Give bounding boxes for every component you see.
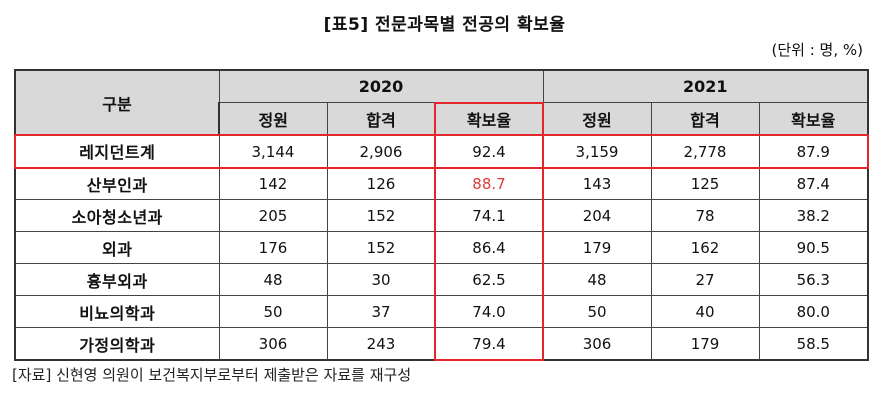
data-table: 구분 2020 2021 정원 합격 확보율 정원 합격 확보율 레지던트계 3,… [14,69,870,361]
row-label: 가정의학과 [14,327,220,361]
column-header: 확보율 [434,102,544,136]
table-cell: 176 [218,231,328,264]
header-row-years: 구분 2020 2021 [14,69,870,136]
table-body: 레지던트계 3,144 2,906 92.4 3,159 2,778 87.9 산부인과 142… [14,134,870,361]
table-cell: 2,906 [326,134,436,168]
table-cell: 2,778 [650,134,760,168]
table-cell: 3,159 [542,134,652,168]
table-cell: 27 [650,263,760,296]
table-cell: 162 [650,231,760,264]
table-cell: 3,144 [218,134,328,168]
table-cell: 87.4 [758,167,870,200]
table-cell: 205 [218,199,328,232]
table-cell: 243 [326,327,436,361]
table-row: 흉부외과 48 30 62.5 48 27 56.3 [14,263,870,296]
row-label: 비뇨의학과 [14,295,220,328]
table-cell: 48 [218,263,328,296]
table-cell: 30 [326,263,436,296]
table-cell: 126 [326,167,436,200]
table-row: 소아청소년과 205 152 74.1 204 78 38.2 [14,199,870,232]
table-cell: 152 [326,199,436,232]
row-label: 흉부외과 [14,263,220,296]
table-row: 가정의학과 306 243 79.4 306 179 58.5 [14,327,870,361]
table-cell: 152 [326,231,436,264]
table-cell: 88.7 [434,167,544,200]
table-cell: 204 [542,199,652,232]
column-header: 확보율 [758,102,870,136]
table-cell: 306 [542,327,652,361]
table-cell: 142 [218,167,328,200]
column-header: 합격 [326,102,436,136]
row-label: 소아청소년과 [14,199,220,232]
table-cell: 87.9 [758,134,870,168]
table-cell: 80.0 [758,295,870,328]
table-row: 비뇨의학과 50 37 74.0 50 40 80.0 [14,295,870,328]
column-header: 정원 [218,102,328,136]
corner-header: 구분 [14,69,220,136]
table-cell: 74.1 [434,199,544,232]
table-cell: 86.4 [434,231,544,264]
table-cell: 50 [542,295,652,328]
table-cell: 92.4 [434,134,544,168]
table-cell: 37 [326,295,436,328]
row-label: 레지던트계 [14,134,220,168]
table-cell: 58.5 [758,327,870,361]
table-cell: 78 [650,199,760,232]
table-cell: 143 [542,167,652,200]
table-cell: 125 [650,167,760,200]
column-header: 정원 [542,102,652,136]
header-row-columns: 정원 합격 확보율 정원 합격 확보율 [15,102,870,136]
table-row: 레지던트계 3,144 2,906 92.4 3,159 2,778 87.9 [14,134,870,168]
table-cell: 179 [542,231,652,264]
table-cell: 90.5 [758,231,870,264]
table-cell: 179 [650,327,760,361]
table-cell: 38.2 [758,199,870,232]
column-header: 합격 [650,102,760,136]
row-label: 산부인과 [14,167,220,200]
unit-note: (단위 : 명, %) [771,41,863,59]
table-cell: 306 [218,327,328,361]
table-title: [표5] 전문과목별 전공의 확보율 [323,15,566,35]
source-note: [자료] 신현영 의원이 보건복지부로부터 제출받은 자료를 재구성 [12,366,412,384]
table-cell: 74.0 [434,295,544,328]
table-cell: 62.5 [434,263,544,296]
year-header-2021: 2021 [542,69,870,103]
table-row: 산부인과 142 126 88.7 143 125 87.4 [14,167,870,200]
year-header-2020: 2020 [218,69,544,103]
table-row: 외과 176 152 86.4 179 162 90.5 [14,231,870,264]
table-cell: 48 [542,263,652,296]
row-label: 외과 [14,231,220,264]
table-cell: 50 [218,295,328,328]
table-cell: 56.3 [758,263,870,296]
table-cell: 79.4 [434,327,544,361]
table-cell: 40 [650,295,760,328]
